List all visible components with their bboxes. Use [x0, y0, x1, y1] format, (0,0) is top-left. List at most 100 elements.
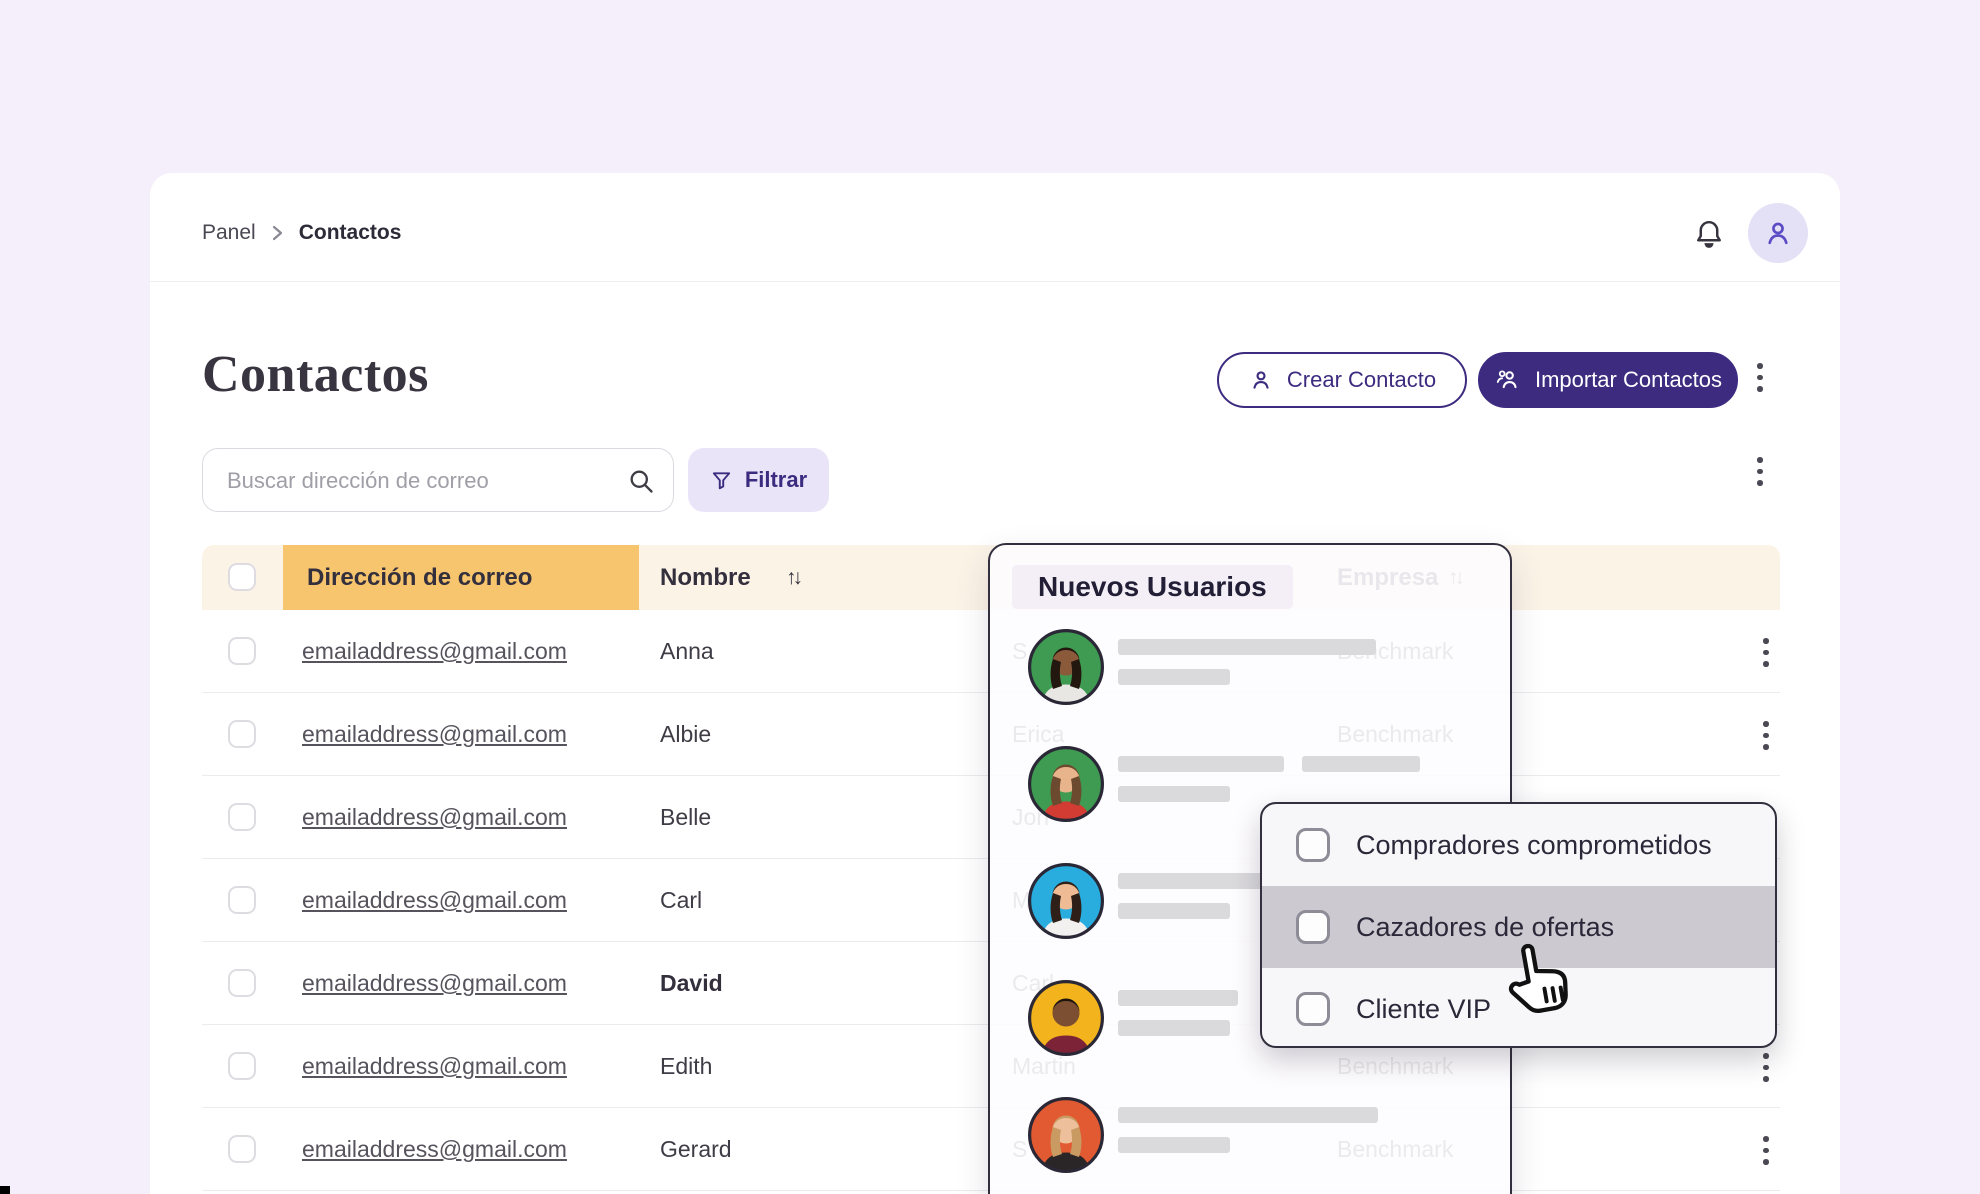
- breadcrumb-item-contactos: Contactos: [298, 221, 402, 244]
- option-checkbox[interactable]: [1296, 910, 1330, 944]
- search-icon[interactable]: [627, 467, 655, 495]
- user-photo-avatar: [1027, 862, 1105, 940]
- skeleton-bar: [1118, 756, 1284, 772]
- user-icon: [1768, 222, 1788, 245]
- import-contacts-label: Importar Contactos: [1534, 367, 1723, 392]
- user-photo-avatar: [1027, 1096, 1105, 1174]
- people-icon: [1494, 367, 1522, 393]
- skeleton-bar: [1118, 786, 1230, 802]
- row-checkbox[interactable]: [228, 886, 256, 914]
- row-kebab-menu-icon[interactable]: [1754, 1053, 1778, 1082]
- row-kebab-menu-icon[interactable]: [1754, 1136, 1778, 1165]
- email-link[interactable]: emailaddress@gmail.com: [302, 970, 567, 996]
- skeleton-bars: [1118, 1107, 1378, 1153]
- popup-title: Nuevos Usuarios: [1012, 565, 1293, 609]
- skeleton-bar-line: [1118, 639, 1376, 655]
- skeleton-bars: [1118, 990, 1238, 1036]
- new-user-list-item: [1027, 862, 1468, 940]
- search-input[interactable]: [225, 449, 599, 513]
- filter-label: Filtrar: [744, 467, 808, 492]
- skeleton-bar-line: [1118, 1020, 1238, 1036]
- person-icon: [1248, 367, 1274, 393]
- row-checkbox[interactable]: [228, 1135, 256, 1163]
- option-label: Compradores comprometidos: [1356, 830, 1712, 860]
- new-user-list-item: [1027, 628, 1468, 706]
- skeleton-bar-line: [1118, 1137, 1378, 1153]
- dropdown-option[interactable]: Cliente VIP: [1262, 968, 1775, 1046]
- segment-dropdown-list: Compradores comprometidos Cazadores de o…: [1262, 804, 1775, 1046]
- skeleton-bar-line: [1118, 669, 1376, 685]
- filter-funnel-icon: [710, 469, 733, 492]
- breadcrumb-item-panel[interactable]: Panel: [202, 221, 256, 244]
- name-cell: Gerard: [660, 1136, 732, 1162]
- segment-dropdown: Compradores comprometidos Cazadores de o…: [1260, 802, 1777, 1048]
- row-checkbox[interactable]: [228, 637, 256, 665]
- column-header-email[interactable]: Dirección de correo: [307, 564, 533, 591]
- skeleton-bar-line: [1118, 786, 1420, 802]
- row-checkbox[interactable]: [228, 803, 256, 831]
- column-header-name[interactable]: Nombre: [660, 564, 751, 591]
- new-user-list-item: [1027, 745, 1468, 823]
- dropdown-option[interactable]: Cazadores de ofertas: [1262, 886, 1775, 968]
- name-cell: Albie: [660, 721, 712, 747]
- notification-bell-icon[interactable]: [1692, 217, 1726, 253]
- skeleton-bars: [1118, 639, 1376, 685]
- option-checkbox[interactable]: [1296, 828, 1330, 862]
- row-kebab-menu-icon[interactable]: [1754, 721, 1778, 750]
- skeleton-bar-line: [1118, 756, 1420, 772]
- email-link[interactable]: emailaddress@gmail.com: [302, 1136, 567, 1162]
- user-photo-avatar: [1027, 979, 1105, 1057]
- new-user-list-item: [1027, 1096, 1468, 1174]
- sort-icon-name[interactable]: ↑↓: [786, 566, 803, 589]
- select-all-checkbox[interactable]: [228, 563, 256, 591]
- breadcrumb-chevron-icon: [271, 224, 284, 242]
- email-link[interactable]: emailaddress@gmail.com: [302, 804, 567, 830]
- email-link[interactable]: emailaddress@gmail.com: [302, 638, 567, 664]
- skeleton-bar: [1118, 1107, 1378, 1123]
- skeleton-bar: [1118, 903, 1230, 919]
- email-link[interactable]: emailaddress@gmail.com: [302, 1053, 567, 1079]
- email-column-highlight: [283, 545, 639, 610]
- header-kebab-menu-icon[interactable]: [1748, 363, 1772, 392]
- skeleton-bar-line: [1118, 903, 1304, 919]
- new-users-popup: Nuevos Usuarios: [988, 543, 1512, 1194]
- skeleton-bar: [1118, 1020, 1230, 1036]
- skeleton-bars: [1118, 873, 1304, 919]
- name-cell: Carl: [660, 887, 703, 913]
- skeleton-bar: [1118, 990, 1238, 1006]
- skeleton-bar: [1118, 669, 1230, 685]
- name-cell: Belle: [660, 804, 712, 830]
- row-checkbox[interactable]: [228, 969, 256, 997]
- row-checkbox[interactable]: [228, 1052, 256, 1080]
- skeleton-bar: [1118, 1137, 1230, 1153]
- row-checkbox[interactable]: [228, 720, 256, 748]
- skeleton-bar: [1118, 873, 1304, 889]
- option-label: Cliente VIP: [1356, 994, 1492, 1024]
- skeleton-bar-line: [1118, 990, 1238, 1006]
- user-photo-avatar: [1027, 628, 1105, 706]
- import-contacts-button[interactable]: Importar Contactos: [1478, 352, 1738, 408]
- hand-cursor-icon: [1486, 927, 1588, 1037]
- search-box: [202, 448, 674, 513]
- option-checkbox[interactable]: [1296, 992, 1330, 1026]
- skeleton-bar-line: [1118, 1107, 1378, 1123]
- skeleton-bar: [1302, 756, 1420, 772]
- user-photo-avatar: [1027, 745, 1105, 823]
- toolbar-kebab-menu-icon[interactable]: [1748, 457, 1772, 486]
- skeleton-bar-line: [1118, 873, 1304, 889]
- top-bar: Panel Contactos: [150, 173, 1840, 282]
- user-avatar-button[interactable]: [1748, 203, 1808, 263]
- skeleton-bars: [1118, 756, 1420, 802]
- create-contact-label: Crear Contacto: [1286, 367, 1437, 392]
- option-label: Cazadores de ofertas: [1356, 912, 1615, 942]
- email-link[interactable]: emailaddress@gmail.com: [302, 887, 567, 913]
- name-cell: Edith: [660, 1053, 713, 1079]
- dropdown-option[interactable]: Compradores comprometidos: [1262, 804, 1775, 886]
- bottom-left-artifact: [0, 1186, 10, 1194]
- row-kebab-menu-icon[interactable]: [1754, 638, 1778, 667]
- name-cell: David: [660, 970, 723, 996]
- filter-button[interactable]: Filtrar: [688, 448, 829, 512]
- email-link[interactable]: emailaddress@gmail.com: [302, 721, 567, 747]
- create-contact-button[interactable]: Crear Contacto: [1217, 352, 1467, 408]
